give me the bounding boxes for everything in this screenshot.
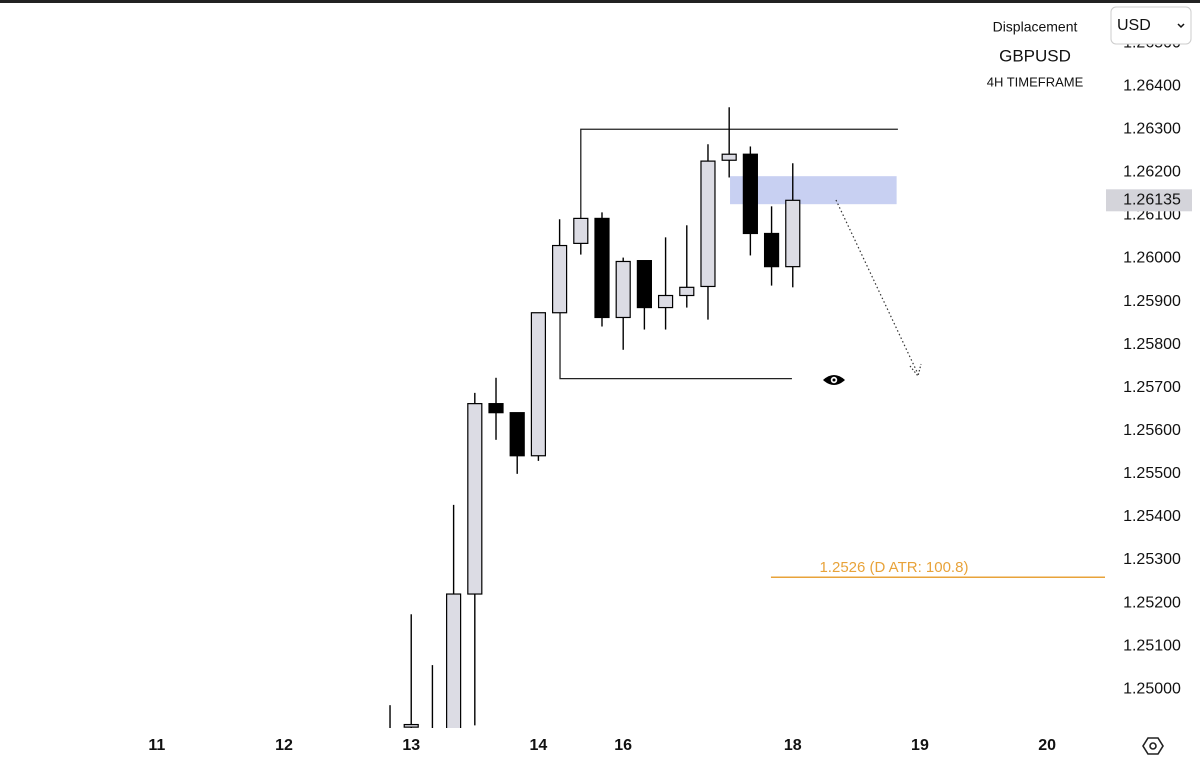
y-tick-label: 1.26300 [1123, 120, 1181, 137]
y-tick-label: 1.25000 [1123, 680, 1181, 697]
y-tick-label: 1.25500 [1123, 465, 1181, 482]
chart-title: GBPUSD [999, 46, 1071, 65]
candle-body [552, 244, 568, 314]
settings-icon[interactable] [1142, 737, 1164, 755]
candle-body [446, 593, 462, 728]
y-tick-label: 1.25100 [1123, 637, 1181, 654]
x-tick-label: 18 [784, 737, 802, 754]
price-tag [1106, 189, 1192, 212]
arrow-head [909, 363, 922, 378]
x-tick-label: 12 [275, 737, 293, 754]
top-border [0, 0, 1200, 3]
candle-body [594, 217, 610, 319]
y-tick-label: 1.26400 [1123, 77, 1181, 94]
price-tag-label: 1.26135 [1123, 192, 1181, 209]
candle-body [509, 412, 525, 457]
x-tick-label: 14 [530, 737, 548, 754]
currency-dropdown[interactable]: USD [1110, 6, 1192, 45]
x-tick-label: 16 [614, 737, 632, 754]
candle-body [763, 232, 780, 268]
y-tick-label: 1.26000 [1123, 250, 1181, 267]
chart-subtitle: 4H TIMEFRAME [987, 74, 1084, 89]
level-line [580, 128, 898, 244]
candle-body [425, 741, 439, 745]
y-tick-label: 1.25200 [1123, 594, 1181, 611]
candle-body [488, 403, 504, 414]
eye-icon[interactable] [823, 375, 845, 385]
y-tick-label: 1.25900 [1123, 293, 1181, 310]
y-tick-label: 1.25600 [1123, 422, 1181, 439]
candle-body [636, 260, 652, 309]
y-tick-label: 1.25800 [1123, 336, 1181, 353]
projection-arrow [835, 199, 919, 375]
candle-body [615, 260, 631, 319]
atr-label: 1.2526 (D ATR: 100.8) [819, 559, 968, 576]
candle-body [467, 403, 483, 595]
candle-body [383, 741, 397, 754]
y-tick-label: 1.25400 [1123, 508, 1181, 525]
currency-label[interactable]: USD [1117, 17, 1151, 34]
x-tick-label: 20 [1038, 737, 1056, 754]
candle-body [679, 286, 695, 297]
candle-body [403, 723, 419, 728]
candle-body [530, 312, 547, 457]
x-tick-label: 11 [148, 737, 165, 754]
plot-area [383, 107, 898, 754]
candle-body [785, 199, 801, 268]
candle-body [700, 160, 716, 288]
y-tick-label: 1.25300 [1123, 551, 1181, 568]
y-tick-label: 1.25700 [1123, 379, 1181, 396]
indicator-name: Displacement [993, 19, 1078, 35]
candle-body [573, 217, 589, 244]
x-tick-label: 13 [402, 737, 420, 754]
y-tick-label: 1.26200 [1123, 164, 1181, 181]
candle-body [742, 153, 758, 235]
y-axis: 1.25000 1.25100 1.25200 1.25300 1.25400 1.255… [1123, 34, 1181, 697]
x-tick-label: 19 [911, 737, 929, 754]
candle-body [657, 294, 674, 309]
candle-body [721, 153, 737, 161]
